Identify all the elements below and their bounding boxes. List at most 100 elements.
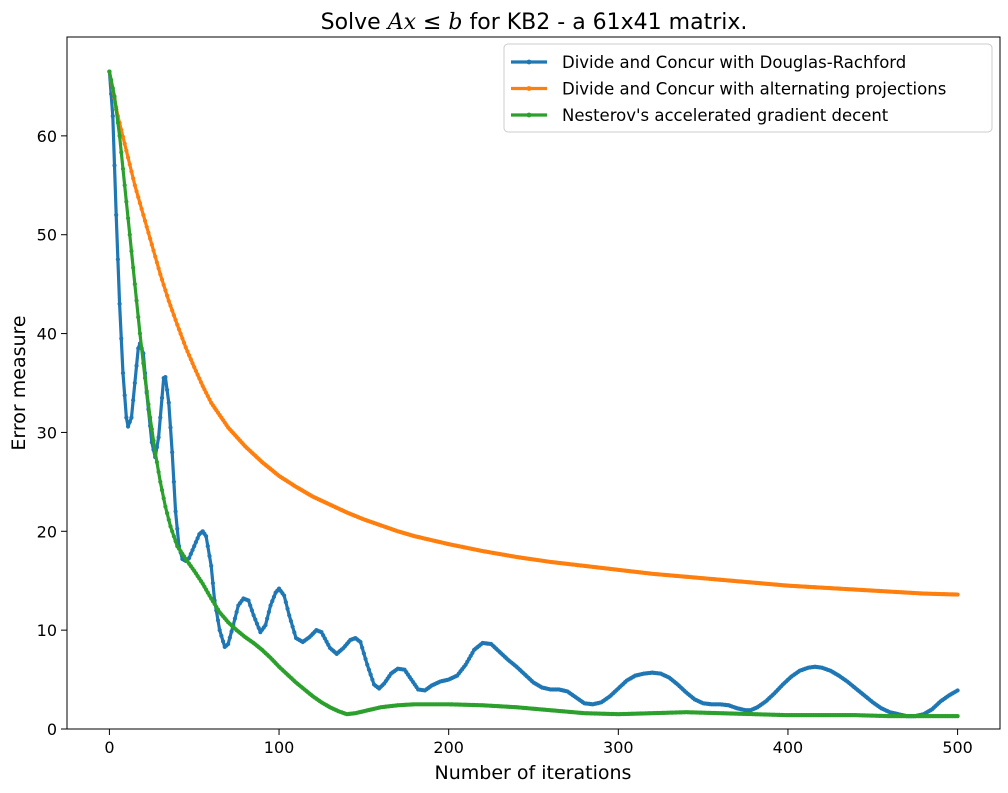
legend-label: Divide and Concur with Douglas-Rachford [562,53,906,72]
series-layer [107,69,960,719]
data-point [360,645,365,650]
legend-label: Divide and Concur with alternating proje… [562,80,946,99]
legend-item-divide-and-concur-with-douglas-rachford: Divide and Concur with Douglas-Rachford [511,53,906,72]
data-point [163,374,168,380]
data-point [227,635,232,640]
data-point [198,380,204,385]
data-point [115,257,120,262]
data-point [368,672,373,677]
data-point [207,397,212,402]
title-math-a: Ax [386,10,417,35]
series-divide-and-concur-with-alternating-projections [107,69,960,597]
data-point [120,371,126,376]
data-point [171,313,176,318]
data-point [129,169,134,174]
data-point [955,688,960,693]
data-point [134,363,139,368]
data-point [164,511,170,516]
legend: Divide and Concur with Douglas-Rachford D… [503,43,993,133]
data-point [117,133,122,138]
data-point [127,232,132,237]
data-point [265,616,270,621]
data-point [146,402,151,407]
data-point [131,265,136,270]
data-point [173,539,178,544]
data-point [124,199,129,204]
data-point [168,303,173,308]
x-tick-label: 200 [433,738,464,757]
data-point [171,479,176,484]
data-point [370,677,375,682]
y-tick-label: 30 [37,423,57,442]
data-point [164,387,170,393]
data-point [366,667,372,672]
data-point [131,176,136,181]
data-point [129,249,134,254]
x-tick-label: 100 [264,738,295,757]
x-axis-label: Number of iterations [435,762,632,784]
data-point [204,390,209,395]
x-tick-label: 300 [603,738,634,757]
data-point [124,148,129,153]
data-point [134,298,139,303]
data-point [173,509,178,514]
data-point [210,581,215,586]
data-point [205,393,210,399]
data-point [137,331,143,336]
data-point [153,254,158,259]
data-point [202,387,207,392]
data-point [115,120,120,125]
data-point [148,236,153,241]
data-point [166,400,171,405]
data-point [148,415,153,420]
data-point [185,349,190,354]
data-point [122,141,127,146]
data-point [180,336,185,341]
y-axis-label: Error measure [8,315,30,450]
data-point [124,415,129,420]
data-point [159,488,165,493]
data-point [114,107,119,112]
data-point [321,633,326,638]
data-point [263,623,268,628]
data-point [205,544,210,549]
data-point [164,293,170,298]
data-point [144,389,149,394]
data-point [154,459,160,465]
data-point [190,361,195,366]
data-point [151,248,156,253]
data-point [266,609,271,615]
data-point [955,714,960,719]
data-point [175,322,180,327]
data-point [190,547,195,553]
data-point [271,594,277,599]
data-point [187,555,192,561]
data-point [209,563,214,568]
data-point [146,230,151,235]
data-point [154,260,160,265]
data-point [110,113,115,119]
data-point [170,450,175,455]
chart-title: Solve Ax ≤ b for KB2 - a 61x41 matrix. [321,10,748,35]
data-point [256,625,261,631]
data-point [234,609,239,615]
data-point [254,621,260,626]
legend-marker [526,86,532,91]
title-math-b: b [448,10,462,35]
data-point [283,600,288,605]
data-point [168,425,173,430]
data-point [159,395,165,400]
data-point [176,327,182,332]
data-point [188,551,193,557]
data-point [197,376,202,381]
y-tick-label: 0 [47,720,57,739]
data-point [219,633,224,638]
data-point [268,603,273,608]
legend-label: Nesterov's accelerated gradient decent [562,106,889,125]
data-point [955,592,960,597]
data-point [119,150,124,155]
data-point [290,624,295,629]
data-point [173,317,178,323]
data-point [125,216,131,221]
